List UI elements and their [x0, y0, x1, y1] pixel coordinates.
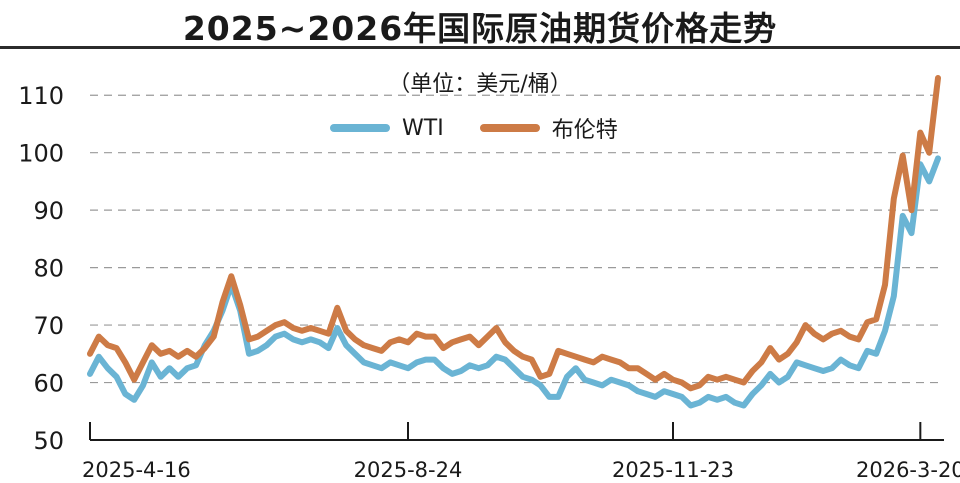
y-tick-label-100: 100 [18, 140, 64, 168]
y-tick-label-90: 90 [33, 197, 64, 225]
legend-swatch-wti [330, 124, 390, 132]
chart-unit: （单位：美元/桶） [388, 72, 572, 97]
chart-legend: WTI 布伦特 [330, 112, 654, 144]
x-tick-label-1: 2025-8-24 [354, 458, 463, 482]
y-tick-label-110: 110 [18, 82, 64, 110]
legend-item-wti: WTI [330, 116, 444, 141]
x-tick-label-2: 2025-11-23 [612, 458, 734, 482]
legend-swatch-brent [479, 124, 540, 132]
y-tick-label-70: 70 [33, 312, 64, 340]
series-line-wti [87, 155, 941, 409]
y-tick-label-50: 50 [33, 427, 64, 455]
y-tick-label-60: 60 [33, 370, 64, 398]
legend-item-brent: 布伦特 [479, 112, 618, 144]
legend-label-brent: 布伦特 [551, 118, 618, 143]
legend-label-wti: WTI [402, 115, 444, 141]
x-tick-label-3: 2026-3-20 [856, 458, 960, 482]
x-tick-label-0: 2025-4-16 [82, 458, 191, 482]
title-rule [0, 46, 960, 49]
series-line-brent [87, 75, 941, 392]
y-tick-label-80: 80 [33, 255, 64, 283]
chart-title: 2025~2026年国际原油期货价格走势 [182, 9, 778, 48]
